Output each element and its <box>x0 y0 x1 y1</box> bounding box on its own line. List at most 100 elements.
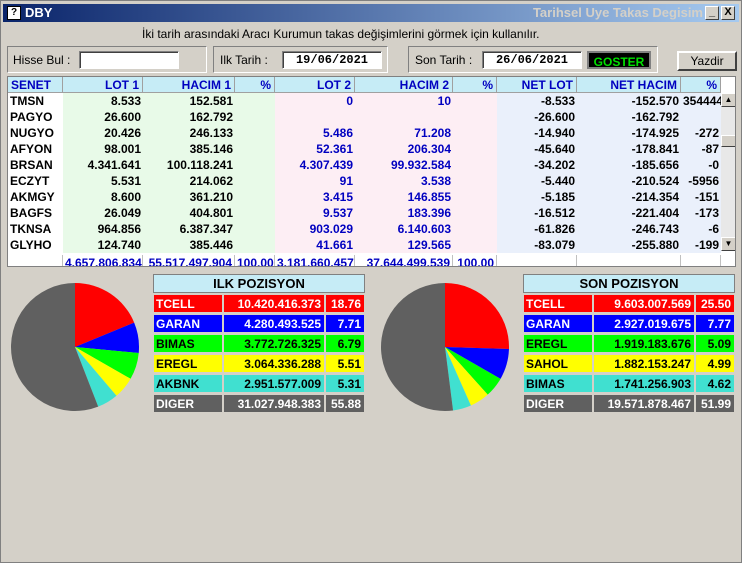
column-header[interactable]: LOT 1 <box>63 77 143 93</box>
table-cell[interactable]: 71.208 <box>355 125 453 141</box>
table-cell[interactable]: -0 <box>681 157 721 173</box>
table-cell[interactable]: 385.146 <box>143 141 235 157</box>
table-cell[interactable]: -34.202 <box>497 157 577 173</box>
table-cell[interactable]: 206.304 <box>355 141 453 157</box>
table-cell[interactable]: -178.841 <box>577 141 681 157</box>
table-cell[interactable] <box>681 109 721 125</box>
column-header[interactable]: LOT 2 <box>275 77 355 93</box>
table-cell[interactable]: 4.341.641 <box>63 157 143 173</box>
table-cell[interactable] <box>235 237 275 253</box>
scroll-down-icon[interactable]: ▼ <box>721 237 735 251</box>
table-cell[interactable] <box>453 237 497 253</box>
table-cell[interactable]: -174.925 <box>577 125 681 141</box>
table-cell[interactable]: TMSN <box>8 93 63 109</box>
table-cell[interactable] <box>453 157 497 173</box>
hisse-input[interactable] <box>79 51 179 69</box>
column-header[interactable]: HACIM 1 <box>143 77 235 93</box>
table-cell[interactable]: -162.792 <box>577 109 681 125</box>
table-cell[interactable]: -14.940 <box>497 125 577 141</box>
table-cell[interactable]: -87 <box>681 141 721 157</box>
column-header[interactable]: SENET <box>8 77 63 93</box>
title-bar[interactable]: ? DBY Tarihsel Uye Takas Degisim _ X <box>3 4 739 22</box>
vertical-scrollbar[interactable]: ▲ ▼ <box>721 93 735 251</box>
column-header[interactable]: % <box>453 77 497 93</box>
table-cell[interactable]: 964.856 <box>63 221 143 237</box>
table-cell[interactable]: 129.565 <box>355 237 453 253</box>
table-cell[interactable]: 385.446 <box>143 237 235 253</box>
table-cell[interactable]: 20.426 <box>63 125 143 141</box>
table-cell[interactable]: 361.210 <box>143 189 235 205</box>
table-cell[interactable]: -61.826 <box>497 221 577 237</box>
table-cell[interactable]: -255.880 <box>577 237 681 253</box>
table-cell[interactable]: BRSAN <box>8 157 63 173</box>
table-cell[interactable]: 8.533 <box>63 93 143 109</box>
scroll-thumb[interactable] <box>721 135 735 147</box>
column-header[interactable]: NET LOT <box>497 77 577 93</box>
minimize-button[interactable]: _ <box>705 6 719 20</box>
table-cell[interactable] <box>453 221 497 237</box>
table-cell[interactable]: 0 <box>275 93 355 109</box>
table-cell[interactable]: BAGFS <box>8 205 63 221</box>
table-cell[interactable] <box>453 109 497 125</box>
goster-button[interactable]: GOSTER <box>587 51 651 69</box>
ilk-tarih-input[interactable]: 19/06/2021 <box>282 51 382 69</box>
table-cell[interactable]: TKNSA <box>8 221 63 237</box>
column-header[interactable]: NET HACIM <box>577 77 681 93</box>
table-cell[interactable] <box>235 173 275 189</box>
yazdir-button[interactable]: Yazdir <box>677 51 737 71</box>
table-cell[interactable]: 404.801 <box>143 205 235 221</box>
close-button[interactable]: X <box>721 6 735 20</box>
table-cell[interactable] <box>355 109 453 125</box>
app-icon[interactable]: ? <box>7 6 21 20</box>
table-cell[interactable]: -151 <box>681 189 721 205</box>
table-cell[interactable]: -6 <box>681 221 721 237</box>
table-cell[interactable]: 903.029 <box>275 221 355 237</box>
table-cell[interactable]: 26.049 <box>63 205 143 221</box>
takas-table[interactable]: ▲ ▼ SENET LOT 1 HACIM 1% LOT 2 HACIM 2% NET L… <box>7 76 736 267</box>
table-cell[interactable]: 354444 <box>681 93 721 109</box>
son-tarih-input[interactable]: 26/06/2021 <box>482 51 582 69</box>
table-cell[interactable]: ECZYT <box>8 173 63 189</box>
table-cell[interactable] <box>235 157 275 173</box>
table-cell[interactable]: -210.524 <box>577 173 681 189</box>
table-cell[interactable]: -16.512 <box>497 205 577 221</box>
table-cell[interactable]: -5956 <box>681 173 721 189</box>
table-cell[interactable]: 6.387.347 <box>143 221 235 237</box>
table-cell[interactable]: -185.656 <box>577 157 681 173</box>
table-cell[interactable]: 100.118.241 <box>143 157 235 173</box>
table-cell[interactable] <box>275 109 355 125</box>
table-cell[interactable]: -5.440 <box>497 173 577 189</box>
table-cell[interactable]: 124.740 <box>63 237 143 253</box>
table-cell[interactable] <box>453 173 497 189</box>
table-cell[interactable]: PAGYO <box>8 109 63 125</box>
table-cell[interactable]: 91 <box>275 173 355 189</box>
table-cell[interactable]: -214.354 <box>577 189 681 205</box>
table-cell[interactable]: -246.743 <box>577 221 681 237</box>
table-cell[interactable]: AFYON <box>8 141 63 157</box>
table-cell[interactable]: NUGYO <box>8 125 63 141</box>
table-cell[interactable]: 3.415 <box>275 189 355 205</box>
scroll-up-icon[interactable]: ▲ <box>721 93 735 107</box>
table-cell[interactable]: -45.640 <box>497 141 577 157</box>
table-cell[interactable] <box>235 125 275 141</box>
table-cell[interactable]: 5.486 <box>275 125 355 141</box>
table-cell[interactable]: 8.600 <box>63 189 143 205</box>
table-cell[interactable]: 9.537 <box>275 205 355 221</box>
table-cell[interactable]: -5.185 <box>497 189 577 205</box>
table-cell[interactable]: 41.661 <box>275 237 355 253</box>
column-header[interactable]: HACIM 2 <box>355 77 453 93</box>
table-cell[interactable]: 152.581 <box>143 93 235 109</box>
table-cell[interactable] <box>235 189 275 205</box>
table-cell[interactable] <box>453 205 497 221</box>
table-cell[interactable]: 146.855 <box>355 189 453 205</box>
table-cell[interactable]: 246.133 <box>143 125 235 141</box>
table-cell[interactable]: -173 <box>681 205 721 221</box>
table-cell[interactable]: -199 <box>681 237 721 253</box>
table-cell[interactable]: 214.062 <box>143 173 235 189</box>
table-cell[interactable] <box>453 189 497 205</box>
table-cell[interactable]: 10 <box>355 93 453 109</box>
table-cell[interactable]: 5.531 <box>63 173 143 189</box>
table-cell[interactable]: 99.932.584 <box>355 157 453 173</box>
table-cell[interactable]: 183.396 <box>355 205 453 221</box>
table-cell[interactable] <box>235 205 275 221</box>
